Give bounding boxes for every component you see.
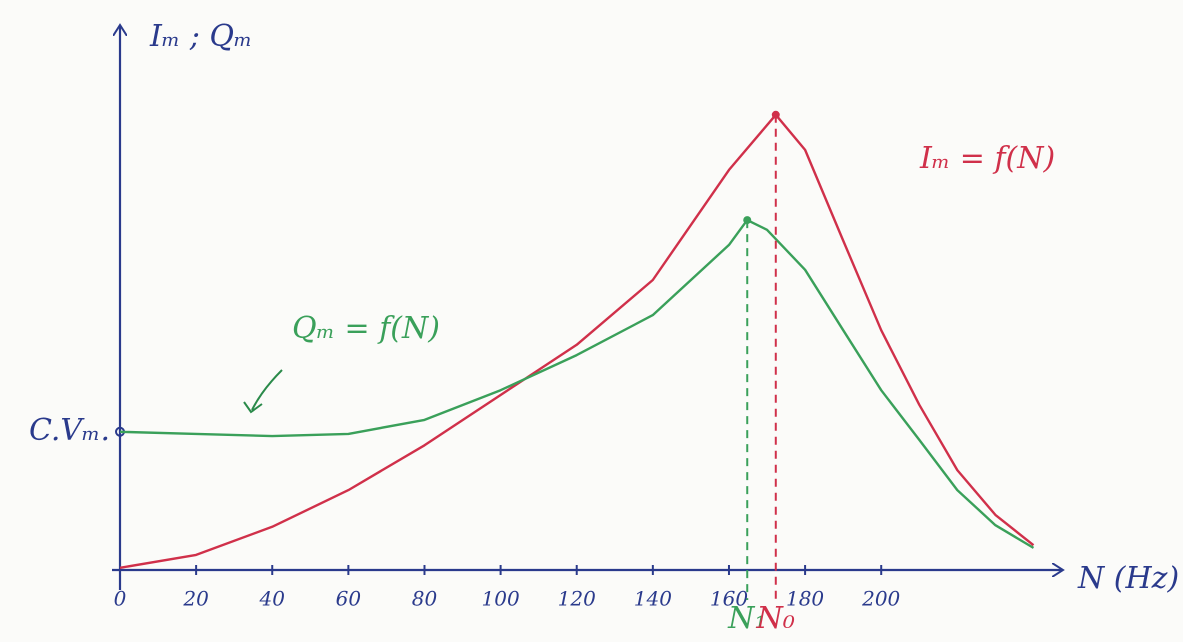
x-tick-label: 200 [861,587,900,611]
series-label: Qₘ = f(N) [292,311,440,346]
x-tick-label: 60 [336,587,362,611]
annotation-arrow [251,369,283,411]
x-tick-label: 0 [114,587,127,611]
marker-peak [743,216,752,225]
x-tick-label: 20 [182,587,209,611]
x-tick-label: 40 [259,587,286,611]
x-tick-label: 100 [482,587,520,611]
x-axis-label: N (Hz) [1077,561,1179,596]
x-tick-label: 180 [786,587,824,611]
x-tick-label: 160 [710,587,748,611]
series-line [119,113,1035,569]
y-axis-label: Iₘ ; Qₘ [149,19,252,54]
x-tick-label: 80 [412,587,438,611]
series-line [119,218,1035,549]
marker-peak [771,110,780,119]
annotation-arrow-head [243,401,263,414]
marker-label: N₀ [756,601,795,636]
x-tick-label: 140 [634,587,672,611]
marker-label: N₁ [727,601,766,636]
series-label: Iₘ = f(N) [919,141,1055,176]
x-tick-label: 120 [558,587,596,611]
y-tick-label: C.Vₘ. [29,413,110,448]
